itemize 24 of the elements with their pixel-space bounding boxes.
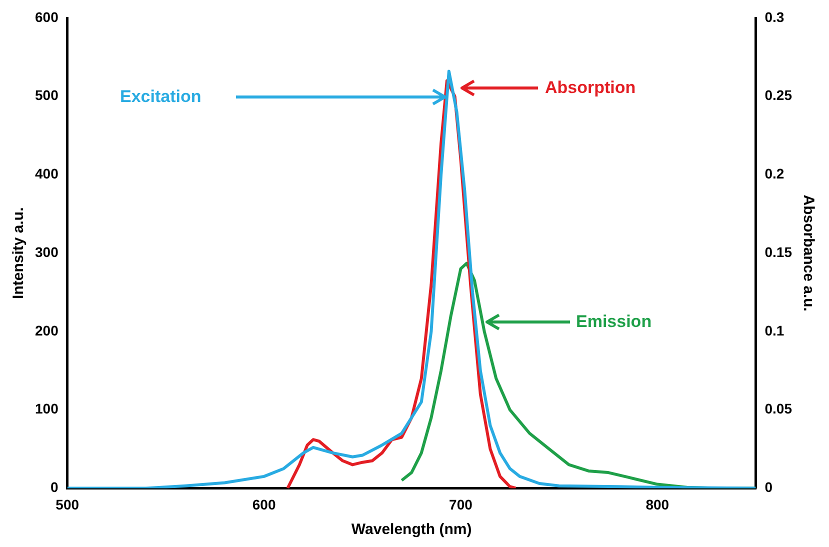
y-tick-label: 500 bbox=[35, 87, 59, 104]
y2-tick-label: 0.1 bbox=[764, 322, 784, 338]
y-tick-label: 400 bbox=[35, 166, 59, 182]
annotation: Absorption bbox=[545, 77, 636, 99]
x-axis-title: Wavelength (nm) bbox=[351, 521, 472, 538]
y-tick-label: 200 bbox=[35, 322, 59, 338]
y-tick-label: 100 bbox=[35, 400, 59, 417]
annotation: Excitation bbox=[120, 86, 202, 108]
x-tick-label: 600 bbox=[252, 496, 276, 512]
y2-tick-label: 0.3 bbox=[764, 8, 784, 25]
y2-tick-label: 0.15 bbox=[764, 244, 792, 260]
x-tick-label: 500 bbox=[56, 496, 80, 512]
x-tick-label: 800 bbox=[646, 496, 670, 512]
x-tick-label: 700 bbox=[449, 496, 473, 512]
annotation: Emission bbox=[576, 311, 652, 333]
y2-tick-label: 0 bbox=[764, 479, 773, 496]
y-tick-label: 0 bbox=[50, 479, 59, 496]
y2-tick-label: 0.05 bbox=[764, 400, 792, 417]
y-tick-label: 300 bbox=[35, 244, 59, 260]
y2-tick-label: 0.25 bbox=[764, 87, 792, 104]
y-axis-title: Intensity a.u. bbox=[10, 207, 28, 299]
y2-tick-label: 0.2 bbox=[764, 166, 784, 182]
y-tick-label: 600 bbox=[35, 8, 59, 25]
y2-axis-title: Absorbance a.u. bbox=[800, 194, 817, 312]
